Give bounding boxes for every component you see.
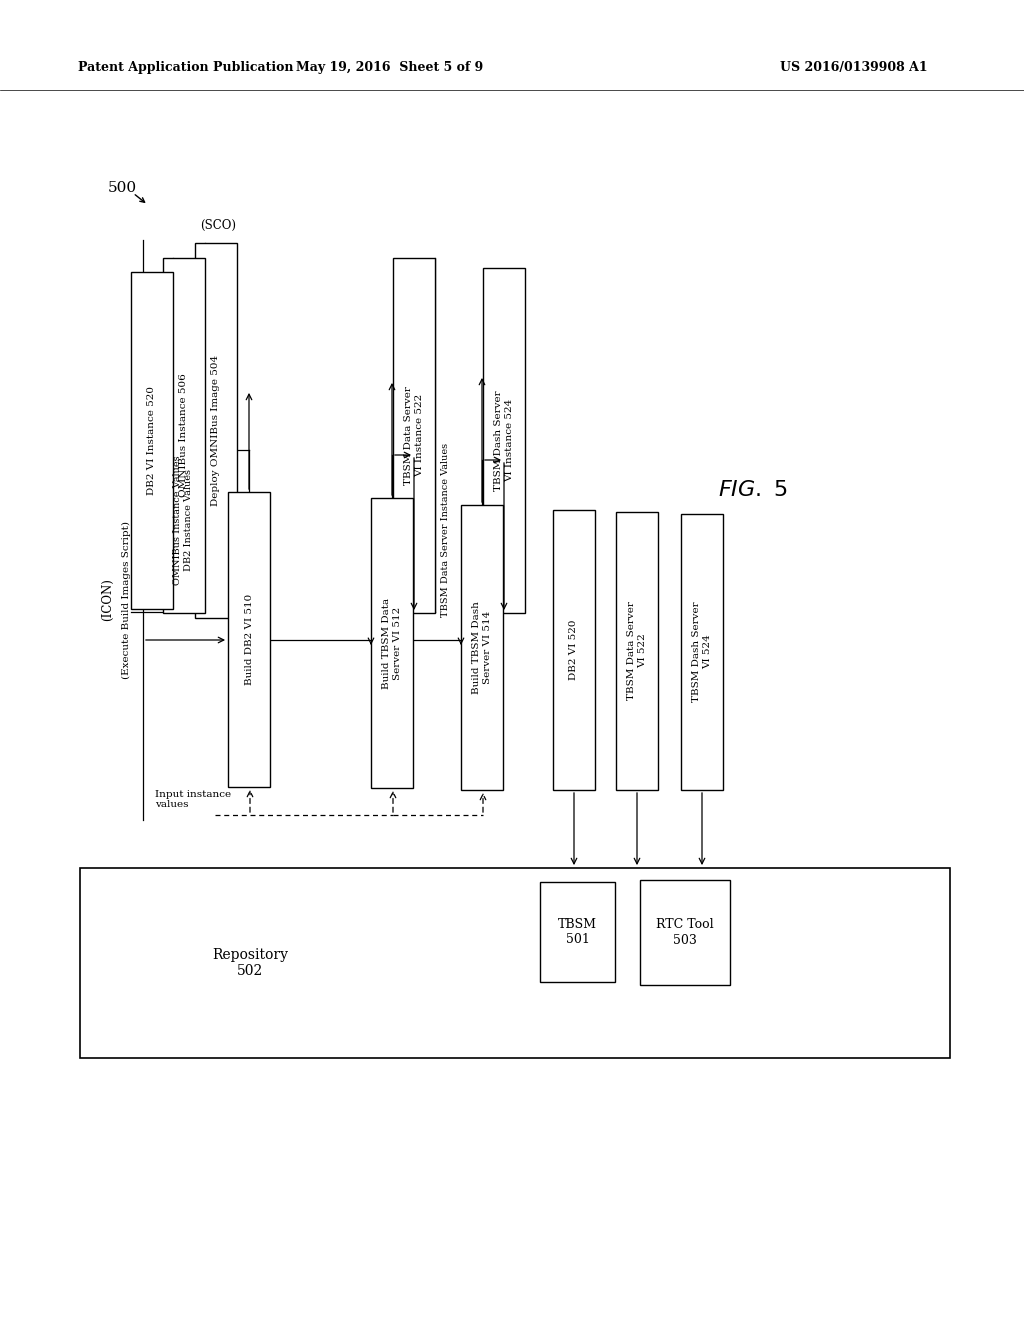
Bar — [195, 243, 237, 618]
Text: OMNIBus Instance Values
DB2 Instance Values: OMNIBus Instance Values DB2 Instance Val… — [173, 455, 193, 585]
Text: (Execute Build Images Script): (Execute Build Images Script) — [122, 521, 131, 678]
Text: $\mathit{FIG.}\ \mathit{5}$: $\mathit{FIG.}\ \mathit{5}$ — [718, 479, 787, 502]
Text: Input instance
values: Input instance values — [155, 789, 231, 809]
Text: (ICON): (ICON) — [101, 578, 115, 622]
Text: Repository
502: Repository 502 — [212, 948, 288, 978]
Text: OMNIBus Instance 506: OMNIBus Instance 506 — [179, 374, 188, 498]
Bar — [640, 880, 730, 985]
Text: Deploy OMNIBus Image 504: Deploy OMNIBus Image 504 — [212, 355, 220, 506]
Bar — [393, 257, 435, 612]
Bar — [228, 492, 270, 787]
Text: Build TBSM Data
Server VI 512: Build TBSM Data Server VI 512 — [382, 598, 401, 689]
Text: May 19, 2016  Sheet 5 of 9: May 19, 2016 Sheet 5 of 9 — [296, 62, 483, 74]
Text: TBSM Dash Server
VI 524: TBSM Dash Server VI 524 — [692, 602, 712, 702]
Bar — [371, 498, 413, 788]
Bar — [616, 512, 658, 789]
Bar — [483, 268, 525, 612]
Text: TBSM Data Server
VI 522: TBSM Data Server VI 522 — [628, 602, 647, 701]
Bar — [681, 513, 723, 789]
Text: RTC Tool
503: RTC Tool 503 — [656, 919, 714, 946]
Bar — [131, 272, 173, 609]
Text: DB2 VI 520: DB2 VI 520 — [569, 620, 579, 680]
Bar — [461, 506, 503, 789]
Text: TBSM Data Server Instance Values: TBSM Data Server Instance Values — [441, 444, 451, 616]
Text: Build TBSM Dash
Server VI 514: Build TBSM Dash Server VI 514 — [472, 601, 492, 694]
Text: US 2016/0139908 A1: US 2016/0139908 A1 — [780, 62, 928, 74]
Bar — [553, 510, 595, 789]
Text: 500: 500 — [108, 181, 137, 195]
Bar — [80, 869, 950, 1059]
Text: Build DB2 VI 510: Build DB2 VI 510 — [245, 594, 254, 685]
Text: DB2 VI Instance 520: DB2 VI Instance 520 — [147, 385, 157, 495]
Text: TBSM Data Server
VI Instance 522: TBSM Data Server VI Instance 522 — [404, 385, 424, 484]
Bar — [163, 257, 205, 612]
Text: (SCO): (SCO) — [200, 219, 236, 231]
Text: TBSM
501: TBSM 501 — [558, 917, 597, 946]
Bar — [540, 882, 615, 982]
Text: TBSM Dash Server
VI Instance 524: TBSM Dash Server VI Instance 524 — [495, 391, 514, 491]
Text: Patent Application Publication: Patent Application Publication — [78, 62, 294, 74]
